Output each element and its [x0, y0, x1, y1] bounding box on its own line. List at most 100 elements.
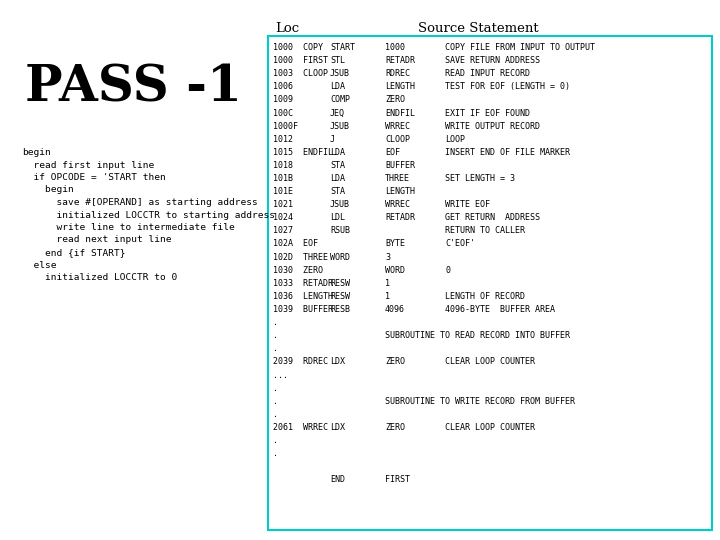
Text: Loc: Loc [275, 22, 299, 35]
Text: LDL: LDL [330, 213, 345, 222]
Text: ZERO: ZERO [385, 96, 405, 104]
Text: 1021: 1021 [273, 200, 293, 209]
Text: LENGTH: LENGTH [385, 187, 415, 196]
Text: .: . [273, 345, 278, 353]
Text: .: . [273, 383, 278, 393]
Text: READ INPUT RECORD: READ INPUT RECORD [445, 69, 530, 78]
Text: WORD: WORD [385, 266, 405, 275]
Text: begin: begin [22, 186, 73, 194]
Text: read next input line: read next input line [22, 235, 171, 245]
Text: initialized LOCCTR to starting address: initialized LOCCTR to starting address [22, 211, 275, 219]
Text: BYTE: BYTE [385, 240, 405, 248]
Text: save #[OPERAND] as starting address: save #[OPERAND] as starting address [22, 198, 258, 207]
Text: 1030  ZERO: 1030 ZERO [273, 266, 323, 275]
Text: 1006: 1006 [273, 82, 293, 91]
Text: RETADR: RETADR [385, 213, 415, 222]
Text: COPY FILE FROM INPUT TO OUTPUT: COPY FILE FROM INPUT TO OUTPUT [445, 43, 595, 52]
Text: STA: STA [330, 161, 345, 170]
Text: .: . [273, 331, 278, 340]
Text: write line to intermediate file: write line to intermediate file [22, 223, 235, 232]
Text: CLEAR LOOP COUNTER: CLEAR LOOP COUNTER [445, 423, 535, 432]
Text: RESW: RESW [330, 279, 350, 288]
Text: LDA: LDA [330, 174, 345, 183]
Text: RESB: RESB [330, 305, 350, 314]
Text: 1: 1 [385, 279, 390, 288]
Text: 4096: 4096 [385, 305, 405, 314]
Text: .: . [273, 410, 278, 419]
Text: 1024: 1024 [273, 213, 293, 222]
Text: TEST FOR EOF (LENGTH = 0): TEST FOR EOF (LENGTH = 0) [445, 82, 570, 91]
FancyBboxPatch shape [268, 36, 712, 530]
Text: JSUB: JSUB [330, 200, 350, 209]
Text: 102D  THREE: 102D THREE [273, 253, 328, 261]
Text: RETURN TO CALLER: RETURN TO CALLER [445, 226, 525, 235]
Text: 1018: 1018 [273, 161, 293, 170]
Text: end {if START}: end {if START} [22, 248, 125, 257]
Text: C'EOF': C'EOF' [445, 240, 475, 248]
Text: .: . [273, 397, 278, 406]
Text: EOF: EOF [385, 148, 400, 157]
Text: .: . [273, 449, 278, 458]
Text: read first input line: read first input line [22, 160, 154, 170]
Text: STA: STA [330, 187, 345, 196]
Text: WORD: WORD [330, 253, 350, 261]
Text: FIRST: FIRST [385, 475, 410, 484]
Text: WRREC: WRREC [385, 122, 410, 131]
Text: 2039  RDREC: 2039 RDREC [273, 357, 328, 367]
Text: ZERO: ZERO [385, 423, 405, 432]
Text: 1000: 1000 [385, 43, 405, 52]
Text: J: J [330, 134, 335, 144]
Text: EXIT IF EOF FOUND: EXIT IF EOF FOUND [445, 109, 530, 118]
Text: 1000  COPY: 1000 COPY [273, 43, 323, 52]
Text: ...: ... [273, 370, 288, 380]
Text: WRITE OUTPUT RECORD: WRITE OUTPUT RECORD [445, 122, 540, 131]
Text: else: else [22, 260, 56, 269]
Text: RESW: RESW [330, 292, 350, 301]
Text: 1039  BUFFER: 1039 BUFFER [273, 305, 333, 314]
Text: THREE: THREE [385, 174, 410, 183]
Text: 1000  FIRST: 1000 FIRST [273, 56, 328, 65]
Text: LDA: LDA [330, 148, 345, 157]
Text: 0: 0 [445, 266, 450, 275]
Text: RETADR: RETADR [385, 56, 415, 65]
Text: 1036  LENGTH: 1036 LENGTH [273, 292, 333, 301]
Text: 1015  ENDFIL: 1015 ENDFIL [273, 148, 333, 157]
Text: 100C: 100C [273, 109, 293, 118]
Text: 102A  EOF: 102A EOF [273, 240, 318, 248]
Text: STL: STL [330, 56, 345, 65]
Text: CLEAR LOOP COUNTER: CLEAR LOOP COUNTER [445, 357, 535, 367]
Text: END: END [330, 475, 345, 484]
Text: BUFFER: BUFFER [385, 161, 415, 170]
Text: 1000F: 1000F [273, 122, 298, 131]
Text: INSERT END OF FILE MARKER: INSERT END OF FILE MARKER [445, 148, 570, 157]
Text: PASS -1: PASS -1 [24, 64, 241, 112]
Text: initialized LOCCTR to 0: initialized LOCCTR to 0 [22, 273, 177, 282]
Text: LENGTH: LENGTH [385, 82, 415, 91]
Text: SUBROUTINE TO WRITE RECORD FROM BUFFER: SUBROUTINE TO WRITE RECORD FROM BUFFER [385, 397, 575, 406]
Text: .: . [273, 436, 278, 445]
Text: JSUB: JSUB [330, 69, 350, 78]
Text: 1: 1 [385, 292, 390, 301]
Text: COMP: COMP [330, 96, 350, 104]
Text: SET LENGTH = 3: SET LENGTH = 3 [445, 174, 515, 183]
Text: LOOP: LOOP [445, 134, 465, 144]
Text: START: START [330, 43, 355, 52]
Text: 4096-BYTE  BUFFER AREA: 4096-BYTE BUFFER AREA [445, 305, 555, 314]
Text: SAVE RETURN ADDRESS: SAVE RETURN ADDRESS [445, 56, 540, 65]
Text: ZERO: ZERO [385, 357, 405, 367]
Text: .: . [273, 318, 278, 327]
Text: ENDFIL: ENDFIL [385, 109, 415, 118]
Text: 1012: 1012 [273, 134, 293, 144]
Text: WRREC: WRREC [385, 200, 410, 209]
Text: 3: 3 [385, 253, 390, 261]
Text: WRITE EOF: WRITE EOF [445, 200, 490, 209]
Text: LENGTH OF RECORD: LENGTH OF RECORD [445, 292, 525, 301]
Text: CLOOP: CLOOP [385, 134, 410, 144]
Text: GET RETURN  ADDRESS: GET RETURN ADDRESS [445, 213, 540, 222]
Text: LDX: LDX [330, 357, 345, 367]
Text: 2061  WRREC: 2061 WRREC [273, 423, 328, 432]
Text: RDREC: RDREC [385, 69, 410, 78]
Text: begin: begin [22, 148, 50, 157]
Text: 101E: 101E [273, 187, 293, 196]
Text: LDX: LDX [330, 423, 345, 432]
